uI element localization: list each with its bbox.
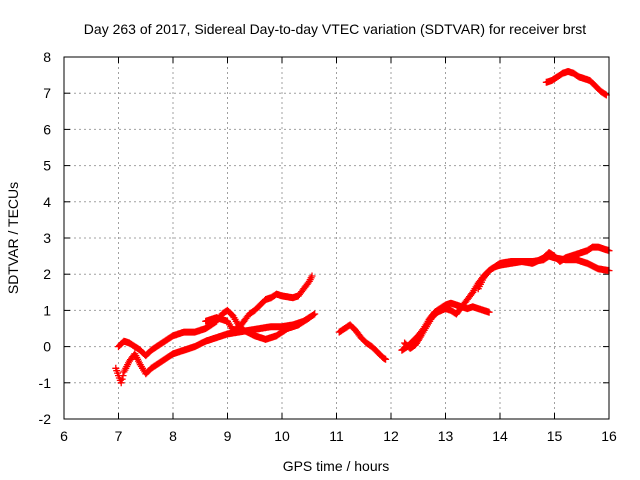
y-tick-label: -1: [39, 375, 52, 391]
series-points: [202, 272, 316, 334]
series-track-2: [115, 306, 313, 360]
y-tick-label: -2: [39, 411, 52, 427]
x-tick-label: 8: [169, 428, 177, 444]
x-axis-label: GPS time / hours: [283, 458, 390, 474]
y-tick-label: 4: [43, 194, 51, 210]
series-track-6: [401, 252, 613, 352]
y-tick-label: 5: [43, 158, 51, 174]
x-tick-label: 9: [224, 428, 232, 444]
series-points: [474, 243, 613, 293]
plot-data: [112, 68, 613, 387]
series-points: [115, 306, 313, 360]
y-tick-label: 8: [43, 49, 51, 65]
x-tick-label: 16: [601, 428, 617, 444]
x-tick-label: 12: [383, 428, 399, 444]
plot-frame: [63, 56, 610, 420]
series-points: [335, 321, 390, 363]
x-tick-label: 7: [115, 428, 123, 444]
y-tick-label: 3: [43, 230, 51, 246]
x-tick-label: 15: [547, 428, 563, 444]
series-points: [542, 68, 610, 99]
y-tick-label: 2: [43, 266, 51, 282]
chart-title: Day 263 of 2017, Sidereal Day-to-day VTE…: [84, 21, 586, 37]
y-axis-label: SDTVAR / TECUs: [5, 182, 21, 294]
y-tick-label: 6: [43, 121, 51, 137]
grid: [64, 57, 609, 419]
x-tick-label: 11: [329, 428, 344, 444]
x-tick-label: 10: [274, 428, 290, 444]
y-tick-label: 1: [43, 302, 51, 318]
y-tick-label: 7: [43, 85, 51, 101]
x-tick-label: 6: [60, 428, 68, 444]
y-tick-label: 0: [43, 339, 51, 355]
x-tick-label: 13: [438, 428, 454, 444]
series-track-7: [474, 243, 613, 293]
series-track-4: [335, 321, 390, 363]
series-track-8: [542, 68, 610, 99]
series-points: [401, 252, 613, 352]
x-tick-label: 14: [492, 428, 508, 444]
series-track-3: [202, 272, 316, 334]
